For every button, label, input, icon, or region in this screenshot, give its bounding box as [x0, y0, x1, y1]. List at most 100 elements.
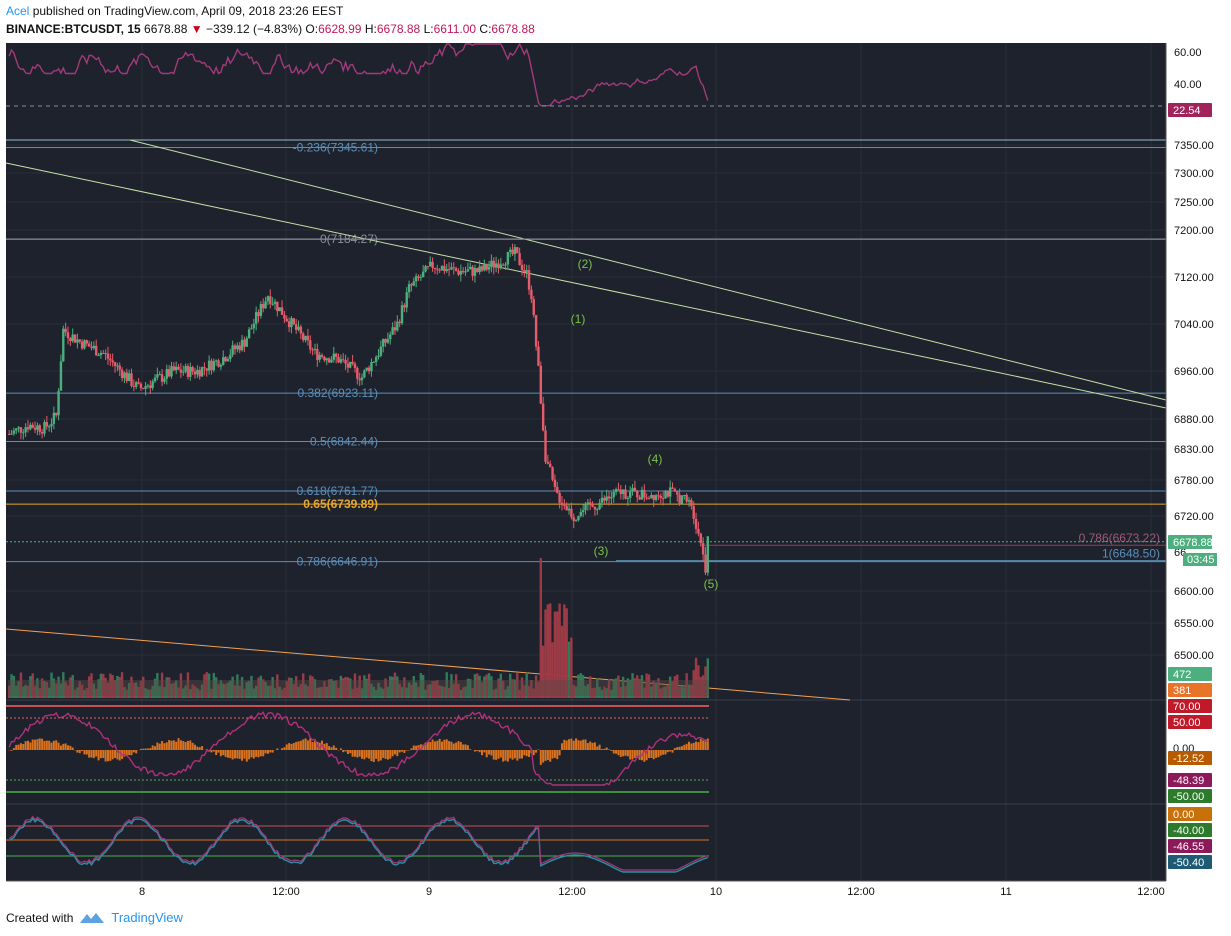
volume-bar	[645, 673, 648, 698]
candle-body	[259, 303, 263, 316]
candle-body	[238, 345, 241, 351]
candle-body	[429, 261, 432, 267]
osc1-hist-bar	[426, 742, 429, 750]
osc1-hist-bar	[391, 750, 394, 757]
volume-bar	[172, 682, 176, 698]
osc1-hist-bar	[657, 750, 660, 758]
osc1-hist-bar	[488, 750, 491, 755]
candle-body	[15, 428, 18, 431]
candle-body	[685, 494, 688, 502]
candle-body	[694, 518, 698, 529]
candle-body	[405, 292, 408, 308]
candle-body	[469, 266, 472, 270]
volume-bar	[398, 683, 401, 698]
osc1-hist-bar	[403, 750, 406, 753]
volume-bar	[421, 675, 425, 698]
candle-body	[33, 427, 37, 430]
volume-bar	[626, 678, 630, 698]
volume-bar	[445, 672, 448, 698]
volume-bar	[541, 645, 545, 698]
osc1-hist-bar	[539, 750, 542, 765]
candle-body	[102, 352, 105, 354]
osc1-hist-bar	[412, 745, 415, 750]
volume-badge-2-bg	[1168, 683, 1212, 697]
osc1-hist-bar	[553, 750, 556, 758]
osc1-hist-bar	[560, 743, 563, 750]
candle-body	[676, 491, 679, 495]
candle-body	[127, 373, 131, 381]
osc1-hist-bar	[375, 750, 378, 759]
osc1-hist-bar	[229, 750, 232, 759]
candle-body	[245, 338, 248, 347]
volume-bar	[659, 688, 662, 698]
candle-body	[306, 335, 310, 341]
volume-bar	[666, 684, 670, 698]
candle-body	[593, 506, 597, 510]
osc1-hist-bar	[504, 750, 507, 761]
volume-bar	[544, 609, 547, 698]
osc1-hist-bar	[431, 739, 434, 750]
osc1-hist-bar	[243, 750, 246, 759]
publish-header: Acel published on TradingView.com, April…	[6, 3, 343, 20]
volume-bar	[203, 674, 206, 698]
candle-body	[156, 374, 159, 378]
osc1-hist-bar	[509, 750, 512, 759]
volume-bar	[337, 687, 340, 698]
volume-bar	[269, 685, 272, 698]
volume-bar	[377, 682, 380, 698]
axis-badges: 22.54 6678.88 03:45 472 381 70.00 50.00 0.00 -12…	[1168, 103, 1217, 869]
candle-body	[570, 508, 573, 518]
low-value: 6611.00	[433, 22, 477, 36]
volume-bar	[179, 673, 183, 698]
volume-bar	[478, 675, 481, 698]
candle-body	[471, 266, 474, 276]
candle-body	[151, 381, 154, 388]
volume-bar	[454, 674, 458, 698]
chart-canvas[interactable]: -0.236(7345.61)0(7184.27)0.382(6923.11)0…	[0, 0, 1231, 905]
candle-body	[29, 424, 32, 430]
volume-bar	[704, 666, 707, 698]
volume-bar	[163, 687, 166, 698]
symbol-legend: BINANCE:BTCUSDT, 15 6678.88 ▼ −339.12 (−…	[6, 21, 535, 37]
volume-bar	[278, 686, 281, 698]
symbol-name[interactable]: BINANCE:BTCUSDT, 15	[6, 22, 141, 36]
trend-line-volume	[5, 628, 851, 701]
volume-bar	[699, 677, 702, 698]
osc1-hist-bar	[537, 749, 540, 750]
volume-bar	[556, 611, 559, 698]
osc1-hist-bar	[26, 740, 29, 750]
candle-body	[527, 270, 531, 290]
candle-body	[106, 353, 110, 359]
osc2-badge-zero: 0.00	[1173, 809, 1194, 821]
tradingview-brand[interactable]: TradingView	[111, 910, 183, 925]
volume-bar	[657, 678, 660, 698]
osc1-hist-bar	[704, 739, 707, 750]
candle-body	[476, 268, 479, 273]
candle-body	[125, 372, 128, 381]
osc1-hist-bar	[186, 740, 189, 750]
volume-bar	[52, 678, 56, 698]
volume-bar	[318, 687, 321, 698]
candle-body	[619, 489, 622, 494]
candle-body	[647, 497, 651, 499]
osc1-hist-bar	[473, 750, 476, 752]
author-link[interactable]: Acel	[6, 4, 30, 18]
volume-bar	[661, 687, 665, 698]
volume-bar	[624, 686, 627, 698]
osc1-badge-50-bg	[1168, 715, 1212, 729]
volume-bar	[636, 675, 639, 698]
volume-bar	[250, 675, 253, 698]
candle-body	[297, 326, 300, 330]
osc1-hist-bar	[210, 750, 213, 753]
last-price-badge-bg	[1168, 535, 1212, 549]
osc1-hist-bar	[669, 750, 672, 752]
osc1-hist-bar	[480, 750, 483, 756]
candle-body	[546, 461, 550, 464]
osc1-hist-bar	[170, 740, 173, 750]
volume-bar	[560, 625, 564, 698]
candle-body	[130, 373, 133, 386]
candle-body	[118, 365, 121, 370]
volume-bar	[407, 682, 411, 698]
osc1-hist-bar	[652, 750, 655, 760]
osc1-hist-bar	[135, 750, 138, 754]
